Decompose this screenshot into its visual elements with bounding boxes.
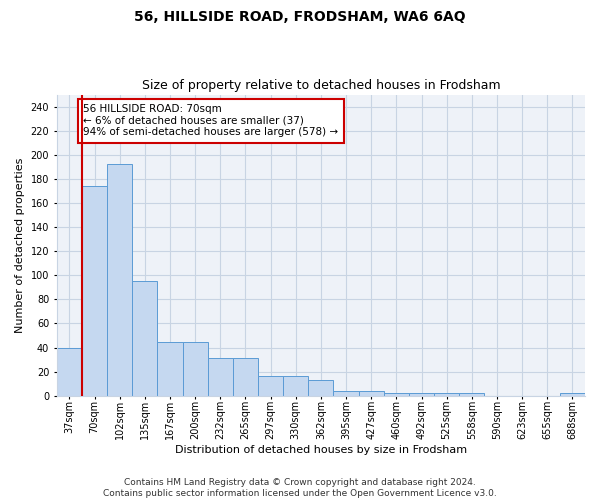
Text: 56 HILLSIDE ROAD: 70sqm
← 6% of detached houses are smaller (37)
94% of semi-det: 56 HILLSIDE ROAD: 70sqm ← 6% of detached… [83, 104, 338, 138]
Bar [308, 380, 334, 396]
Bar [334, 391, 359, 396]
Bar [459, 394, 484, 396]
Bar [233, 358, 258, 396]
Bar [434, 394, 459, 396]
X-axis label: Distribution of detached houses by size in Frodsham: Distribution of detached houses by size … [175, 445, 467, 455]
Bar [57, 348, 82, 396]
Bar [182, 342, 208, 396]
Bar [409, 394, 434, 396]
Bar [258, 376, 283, 396]
Text: 56, HILLSIDE ROAD, FRODSHAM, WA6 6AQ: 56, HILLSIDE ROAD, FRODSHAM, WA6 6AQ [134, 10, 466, 24]
Bar [283, 376, 308, 396]
Y-axis label: Number of detached properties: Number of detached properties [15, 158, 25, 333]
Text: Contains HM Land Registry data © Crown copyright and database right 2024.
Contai: Contains HM Land Registry data © Crown c… [103, 478, 497, 498]
Bar [82, 186, 107, 396]
Bar [359, 391, 384, 396]
Bar [132, 282, 157, 396]
Bar [157, 342, 182, 396]
Bar [107, 164, 132, 396]
Bar [208, 358, 233, 396]
Bar [384, 394, 409, 396]
Title: Size of property relative to detached houses in Frodsham: Size of property relative to detached ho… [142, 79, 500, 92]
Bar [560, 394, 585, 396]
